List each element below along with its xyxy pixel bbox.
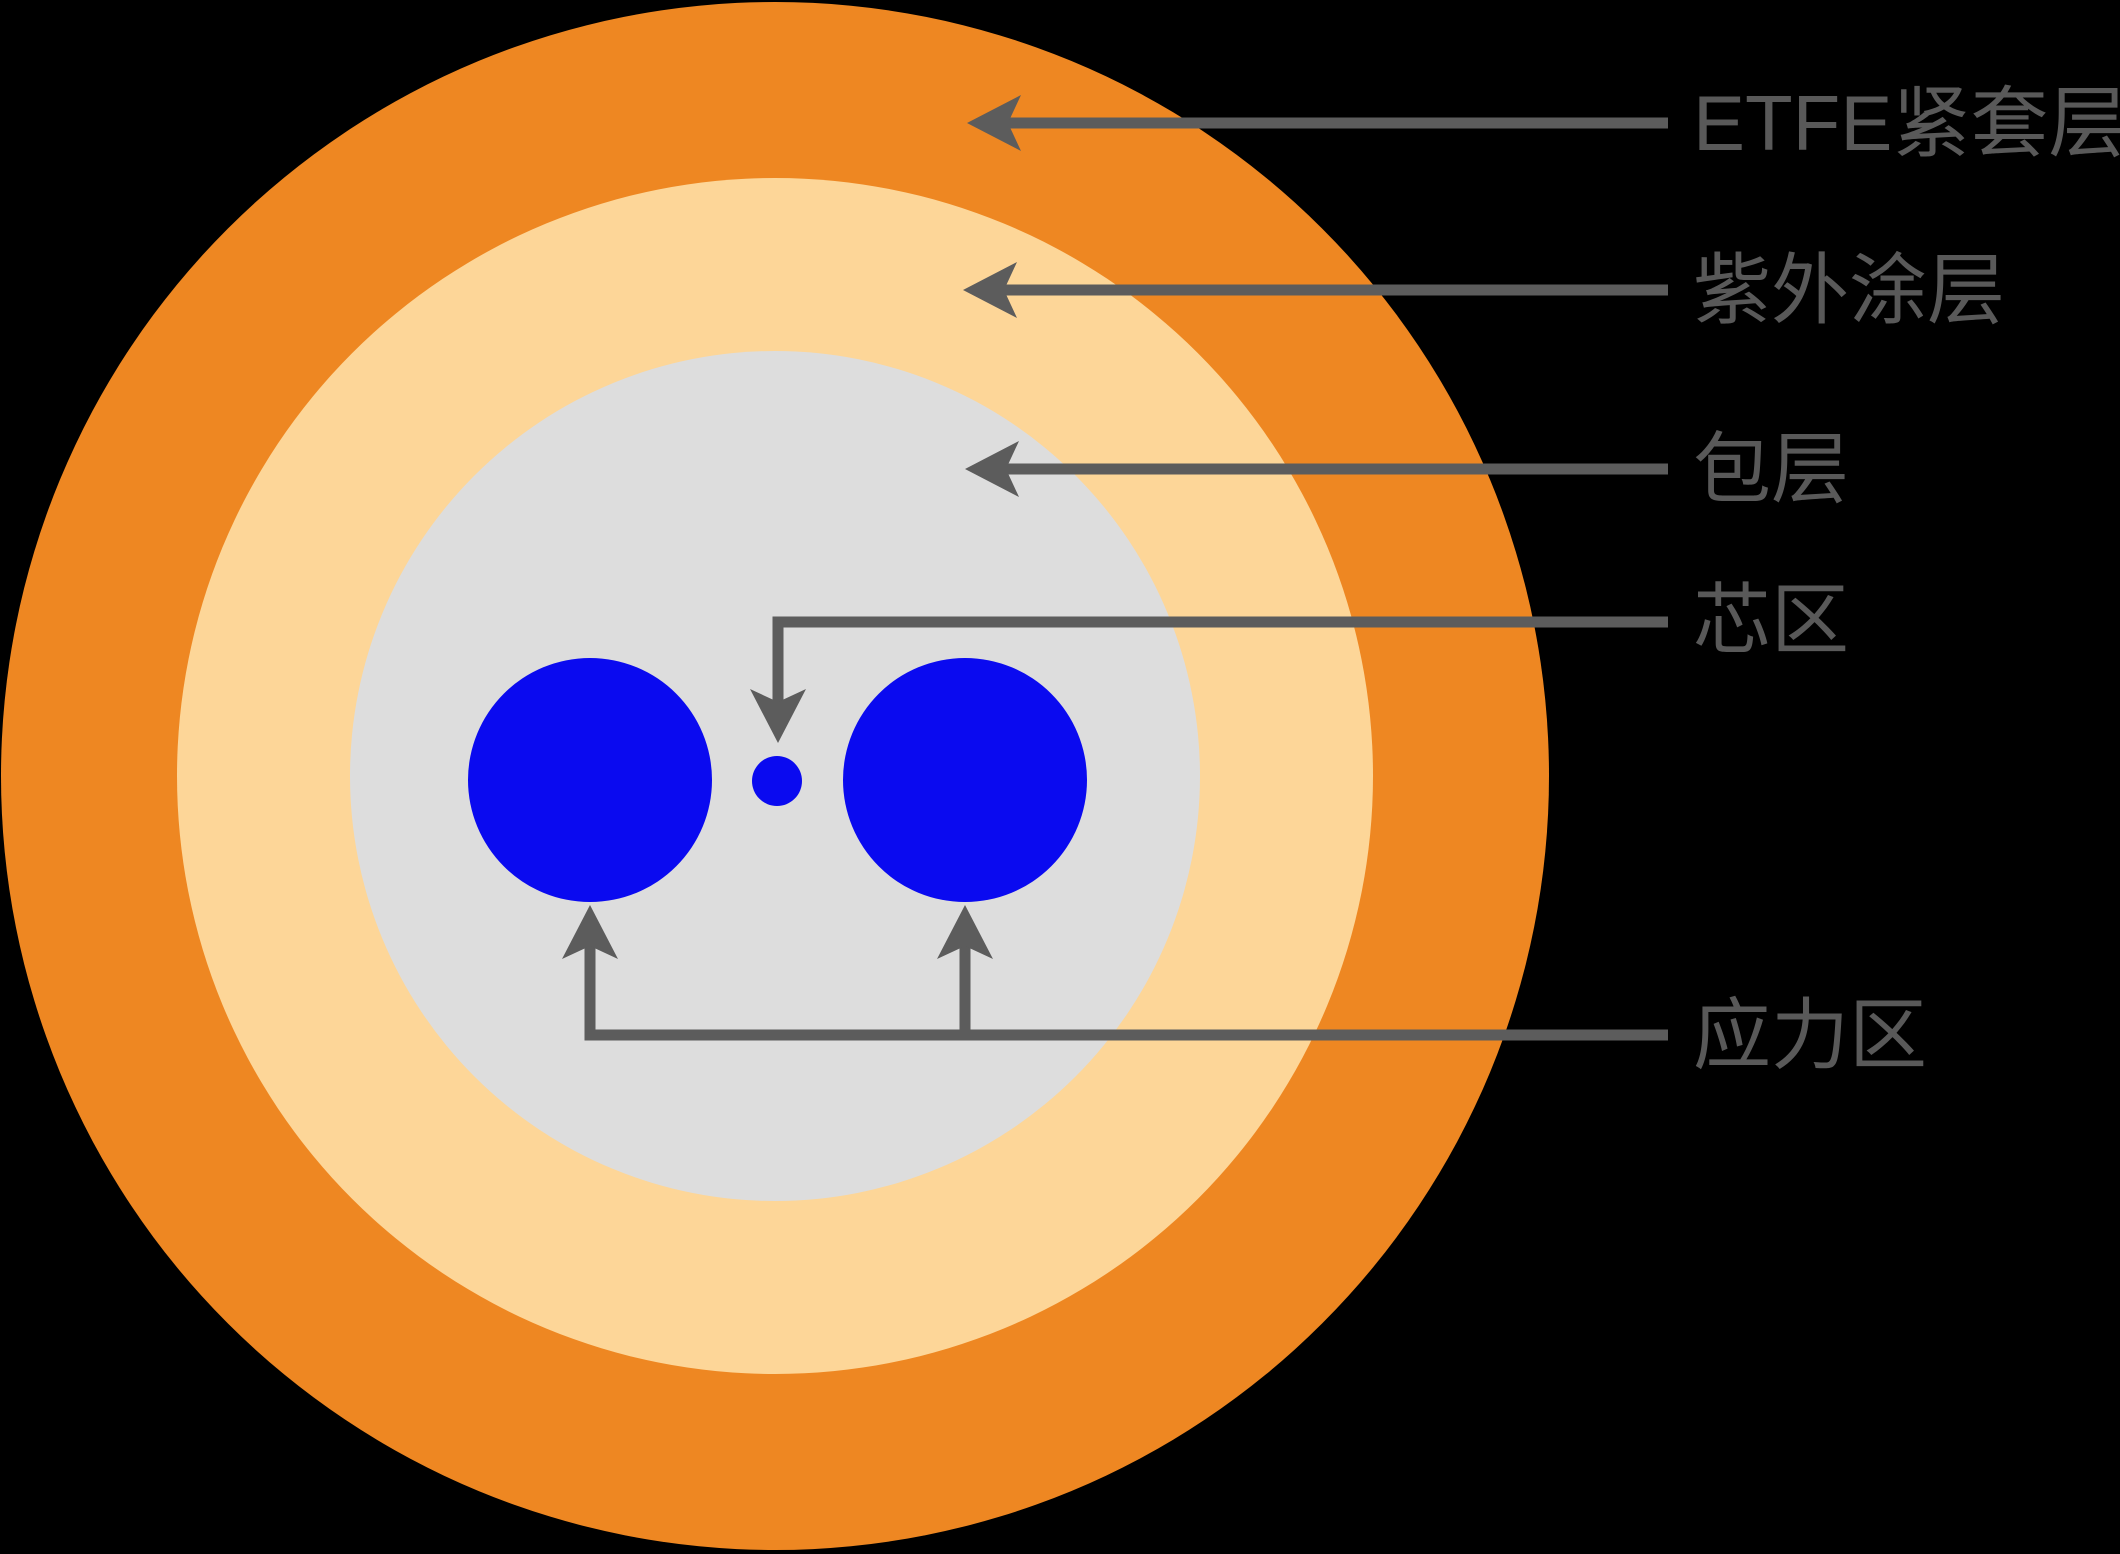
jacket-label: ETFE紧套层 — [1693, 79, 2120, 167]
uv-coating-label: 紫外涂层 — [1693, 246, 2005, 334]
stress-zone-left-arrowhead — [562, 905, 618, 959]
stress-zone-right-arrowhead — [937, 905, 993, 959]
stress-rod-left-circle — [468, 658, 712, 902]
core-circle — [752, 756, 802, 806]
core-leader-line — [772, 616, 1668, 705]
cladding-arrowhead — [965, 441, 1019, 497]
stress-zone-leader-line — [584, 944, 1668, 1041]
stress-rod-right-circle — [843, 658, 1087, 902]
jacket-arrowhead — [967, 95, 1021, 151]
stress-zone-label: 应力区 — [1693, 991, 1927, 1079]
core-label: 芯区 — [1693, 576, 1849, 664]
uv-coating-arrowhead — [963, 262, 1017, 318]
cladding-label: 包层 — [1693, 425, 1849, 513]
core-arrowhead — [750, 689, 806, 743]
